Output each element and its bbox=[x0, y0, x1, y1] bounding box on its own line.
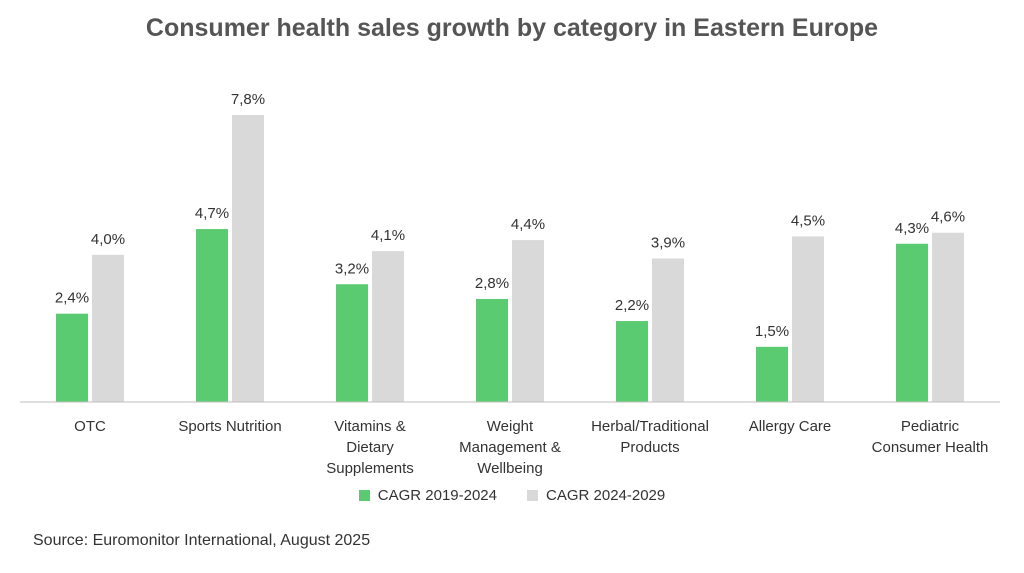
data-label-series-2-5: 3,9% bbox=[651, 235, 685, 252]
x-tick-label-line: Pediatric bbox=[901, 418, 960, 435]
x-tick-label-line: OTC bbox=[74, 418, 106, 435]
legend-label-series-2: CAGR 2024-2029 bbox=[546, 487, 666, 504]
data-label-series-1-4: 2,8% bbox=[475, 275, 509, 292]
x-tick-label-line: Weight bbox=[487, 418, 534, 435]
data-label-series-1-5: 2,2% bbox=[615, 297, 649, 314]
data-label-series-2-2: 7,8% bbox=[231, 91, 265, 108]
data-label-series-2-6: 4,5% bbox=[791, 212, 825, 229]
x-tick-label-line: Wellbeing bbox=[477, 460, 543, 477]
bar-series-2-2 bbox=[232, 115, 264, 402]
bar-series-2-4 bbox=[512, 240, 544, 402]
data-label-series-1-1: 2,4% bbox=[55, 290, 89, 307]
bar-series-1-1 bbox=[56, 313, 88, 402]
bar-series-2-7 bbox=[932, 232, 964, 402]
x-tick-label-line: Management & bbox=[459, 439, 561, 456]
bar-series-2-3 bbox=[372, 251, 404, 402]
data-label-series-2-7: 4,6% bbox=[931, 209, 965, 226]
x-tick-label-line: Consumer Health bbox=[872, 439, 989, 456]
x-tick-label-line: Herbal/Traditional bbox=[591, 418, 709, 435]
x-tick-label-line: Supplements bbox=[326, 460, 414, 477]
legend: CAGR 2019-2024 CAGR 2024-2029 bbox=[0, 487, 1024, 504]
data-label-series-1-6: 1,5% bbox=[755, 323, 789, 340]
legend-label-series-1: CAGR 2019-2024 bbox=[377, 487, 497, 504]
bar-series-1-2 bbox=[196, 229, 228, 402]
bar-series-2-5 bbox=[652, 258, 684, 402]
bar-series-1-6 bbox=[756, 346, 788, 402]
x-tick-label-4: Weight Management & Wellbeing bbox=[459, 418, 561, 477]
x-tick-label-3: Vitamins & Dietary Supplements bbox=[326, 418, 414, 477]
data-label-series-1-2: 4,7% bbox=[195, 205, 229, 222]
x-tick-label-line: Products bbox=[620, 439, 679, 456]
bar-series-1-3 bbox=[336, 284, 368, 402]
legend-swatch-series-1 bbox=[358, 490, 370, 501]
bar-series-1-5 bbox=[616, 321, 648, 402]
x-tick-label-line: Allergy Care bbox=[749, 418, 832, 435]
data-label-series-2-1: 4,0% bbox=[91, 231, 125, 248]
x-tick-label-line: Dietary bbox=[346, 439, 394, 456]
bar-series-1-4 bbox=[476, 298, 508, 402]
x-tick-label-line: Sports Nutrition bbox=[178, 418, 281, 435]
legend-item-series-2: CAGR 2024-2029 bbox=[527, 487, 665, 504]
bar-series-2-1 bbox=[92, 254, 124, 402]
x-tick-label-2: Sports Nutrition bbox=[178, 418, 281, 435]
x-tick-label-6: Allergy Care bbox=[749, 418, 832, 435]
data-label-series-1-3: 3,2% bbox=[335, 260, 369, 277]
x-tick-label-1: OTC bbox=[74, 418, 106, 435]
legend-swatch-series-2 bbox=[527, 490, 538, 501]
source-note: Source: Euromonitor International, Augus… bbox=[33, 532, 371, 549]
chart-title: Consumer health sales growth by category… bbox=[145, 14, 879, 42]
x-tick-label-5: Herbal/Traditional Products bbox=[591, 418, 709, 456]
bar-series-2-6 bbox=[792, 236, 824, 402]
bar-series-1-7 bbox=[896, 243, 928, 402]
x-tick-label-7: Pediatric Consumer Health bbox=[872, 418, 989, 456]
data-label-series-2-4: 4,4% bbox=[511, 216, 545, 233]
data-label-series-2-3: 4,1% bbox=[371, 227, 405, 244]
legend-item-series-1: CAGR 2019-2024 bbox=[358, 487, 497, 504]
data-label-series-1-7: 4,3% bbox=[895, 220, 929, 237]
x-tick-label-line: Vitamins & bbox=[334, 418, 405, 435]
